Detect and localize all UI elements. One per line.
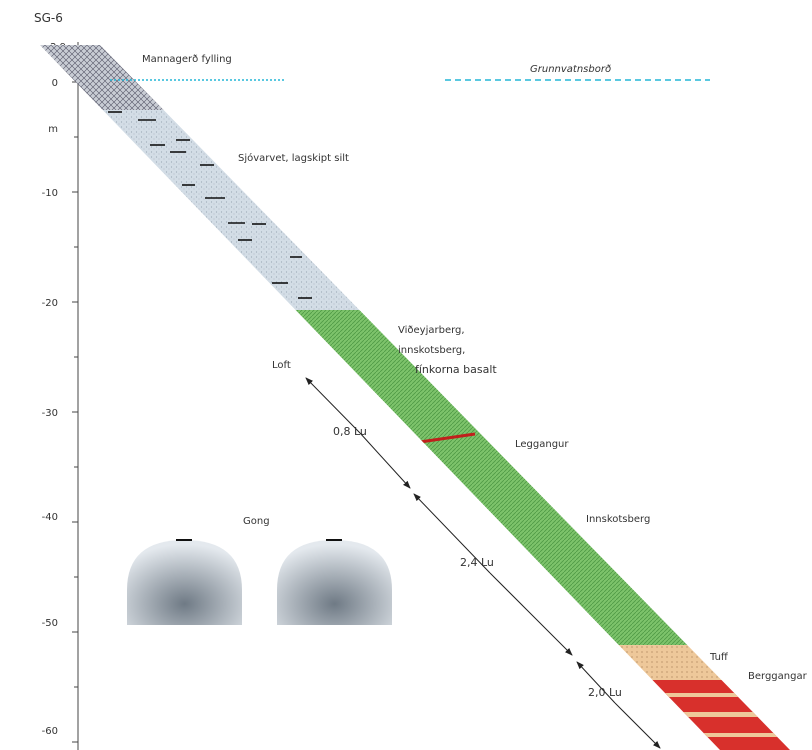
annotation: Sjóvarvet, lagskipt silt xyxy=(238,152,349,164)
depth-label: -50 xyxy=(42,618,58,629)
annotation: Grunnvatnsborð xyxy=(530,64,611,75)
annotation: innskotsberg, xyxy=(398,345,465,356)
depth-label: -40 xyxy=(42,512,58,523)
depth-ticks xyxy=(72,81,78,743)
annotation: Mannagerð fylling xyxy=(142,54,232,65)
annotation: Viðeyjarberg, xyxy=(398,325,465,336)
annotation: fínkorna basalt xyxy=(415,363,497,376)
distance-arrows xyxy=(305,377,661,749)
depth-label: -10 xyxy=(42,188,58,199)
annotation: Tuff xyxy=(709,652,729,663)
annotation: Berggangar xyxy=(748,671,808,682)
distance-label: 2,0 Lu xyxy=(588,686,622,699)
distance-label: 2,4 Lu xyxy=(460,556,494,569)
annotation: Gong xyxy=(243,516,270,527)
depth-unit: m xyxy=(48,124,58,135)
annotation: Loft xyxy=(272,360,291,371)
tunnel xyxy=(127,540,242,625)
depth-label: 0 xyxy=(52,78,58,89)
depth-label: -20 xyxy=(42,298,58,309)
borehole-id: SG-6 xyxy=(34,11,63,25)
annotation: Leggangur xyxy=(515,439,569,450)
borehole-profile xyxy=(40,45,790,750)
distance-label: 0,8 Lu xyxy=(333,425,367,438)
depth-label: -60 xyxy=(42,726,58,737)
silt-laminae xyxy=(108,111,312,299)
depth-label: -30 xyxy=(42,408,58,419)
tunnel xyxy=(277,540,392,625)
annotation: Innskotsberg xyxy=(586,514,650,525)
